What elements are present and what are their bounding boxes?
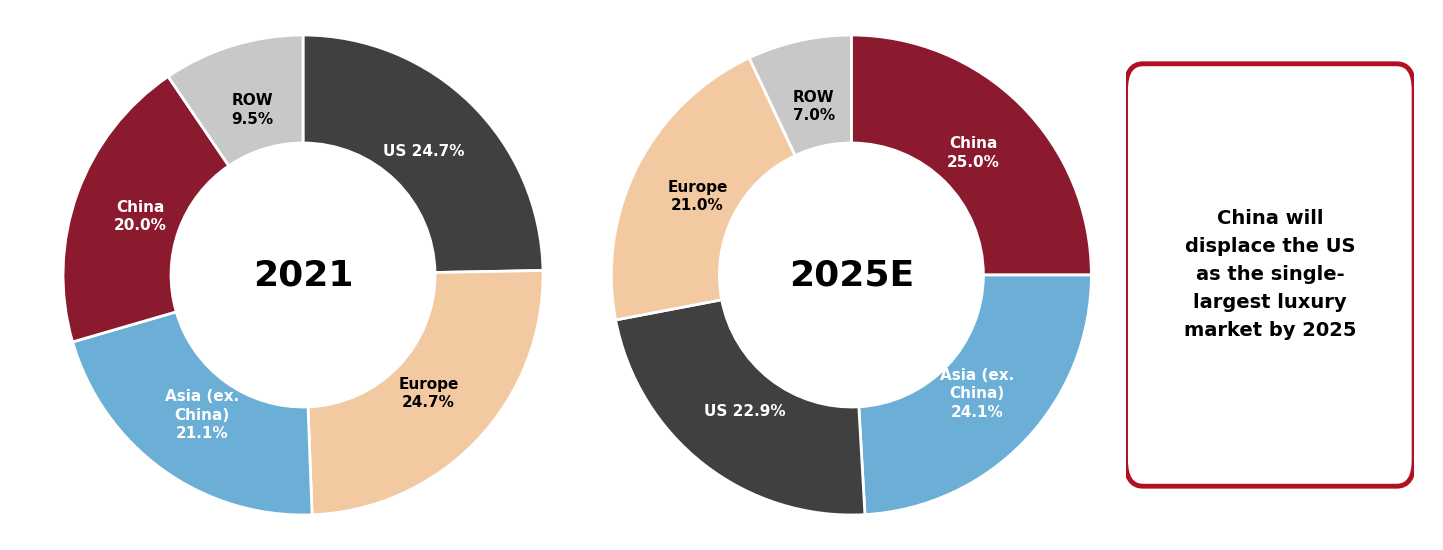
Wedge shape [169, 35, 303, 166]
Wedge shape [303, 35, 543, 272]
Text: ROW
9.5%: ROW 9.5% [231, 93, 273, 126]
Wedge shape [612, 58, 795, 320]
Text: US 22.9%: US 22.9% [704, 404, 786, 419]
Text: China will
displace the US
as the single-
largest luxury
market by 2025: China will displace the US as the single… [1183, 210, 1356, 340]
Wedge shape [63, 76, 229, 342]
Text: Europe
24.7%: Europe 24.7% [398, 377, 459, 410]
Text: China
20.0%: China 20.0% [114, 200, 167, 233]
Text: 2021: 2021 [253, 258, 354, 292]
FancyBboxPatch shape [1126, 64, 1414, 486]
Text: Asia (ex.
China)
21.1%: Asia (ex. China) 21.1% [165, 389, 240, 441]
Wedge shape [851, 35, 1091, 275]
Wedge shape [307, 271, 543, 515]
Wedge shape [616, 300, 864, 515]
Text: ROW
7.0%: ROW 7.0% [792, 90, 834, 123]
Text: Asia (ex.
China)
24.1%: Asia (ex. China) 24.1% [939, 367, 1014, 420]
Wedge shape [749, 35, 851, 156]
Text: Europe
21.0%: Europe 21.0% [667, 180, 727, 213]
Wedge shape [859, 275, 1091, 515]
Wedge shape [72, 312, 312, 515]
Text: 2025E: 2025E [789, 258, 913, 292]
Text: US 24.7%: US 24.7% [384, 144, 465, 159]
Text: China
25.0%: China 25.0% [947, 136, 1000, 169]
